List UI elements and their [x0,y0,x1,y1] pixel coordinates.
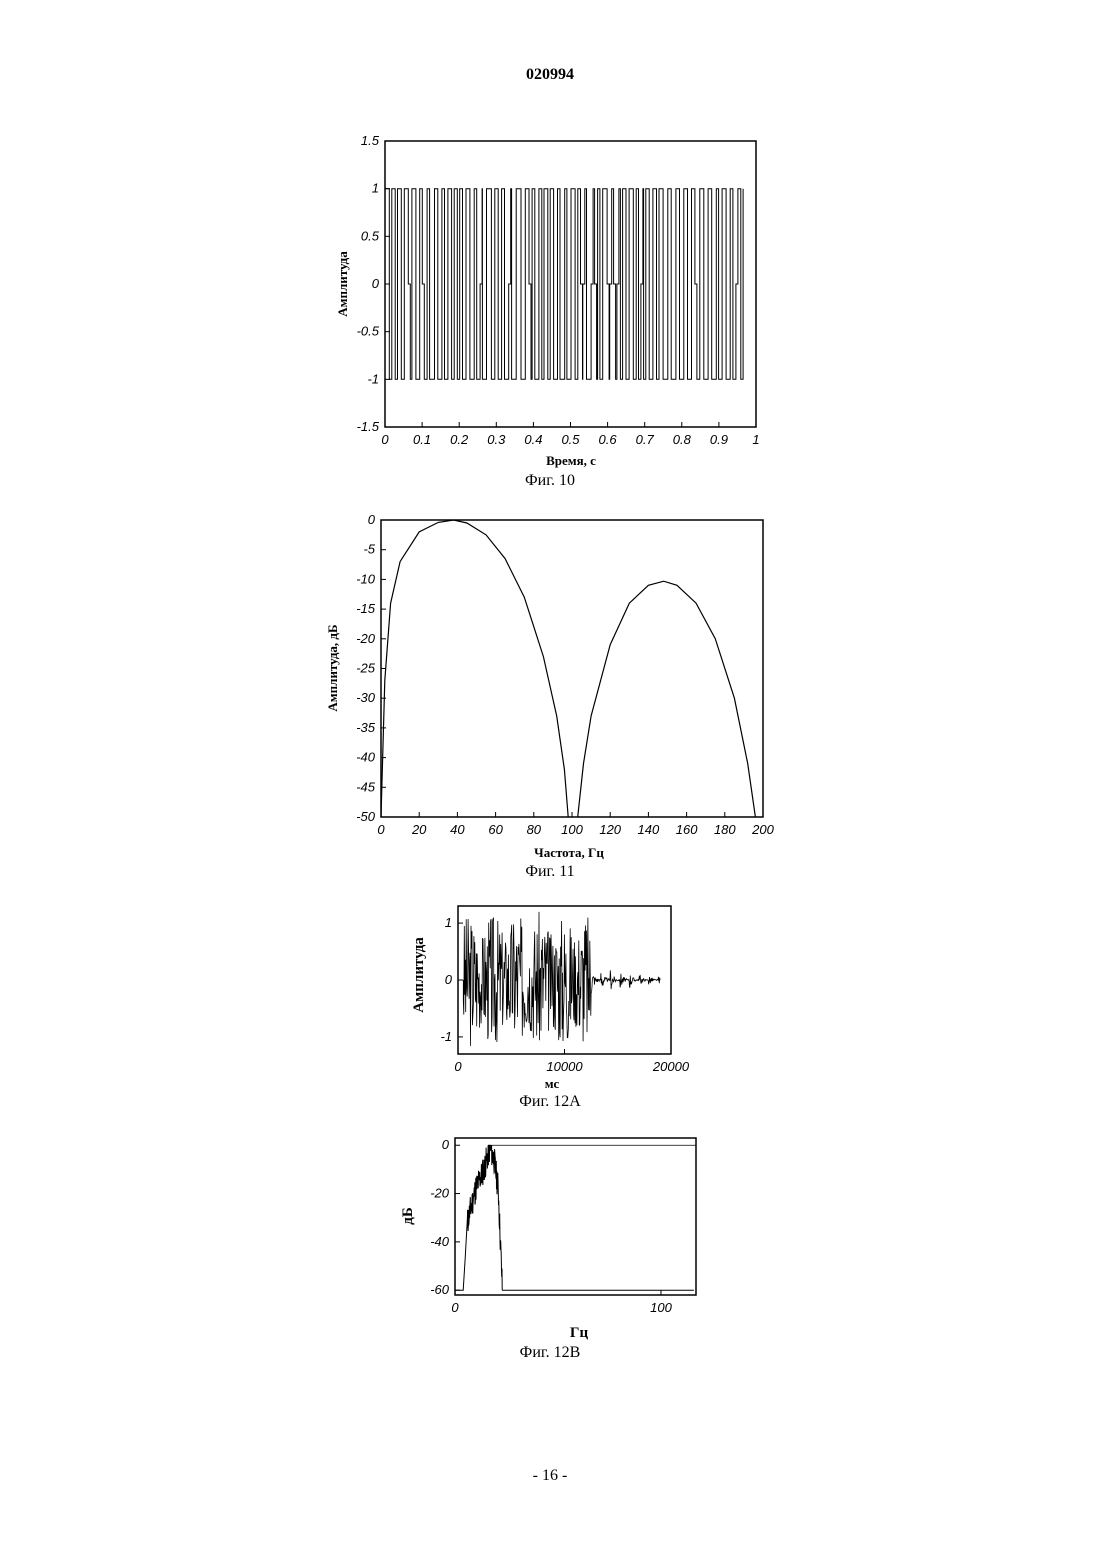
fig12b-ylabel: дБ [400,1207,416,1225]
page-footer: - 16 - [0,1467,1100,1485]
fig12b-series-spectrum [455,1145,694,1290]
fig12b-xtick-label: 0 [451,1300,459,1315]
fig12b-plot-frame [455,1138,696,1295]
fig12b-ytick-label: -20 [430,1186,450,1201]
fig12b-spectrum-chart: 0 -20 -40 -60 0 100 дБ Гц Фиг. 12В [0,0,1100,1370]
fig12b-ytick-label: -40 [430,1234,450,1249]
fig12b-ytick-label: -60 [430,1282,450,1297]
fig12b-caption: Фиг. 12В [520,1344,581,1361]
fig12b-xlabel: Гц [570,1325,589,1341]
fig12b-xtick-label: 100 [650,1300,672,1315]
fig12b-ytick-label: 0 [442,1137,450,1152]
